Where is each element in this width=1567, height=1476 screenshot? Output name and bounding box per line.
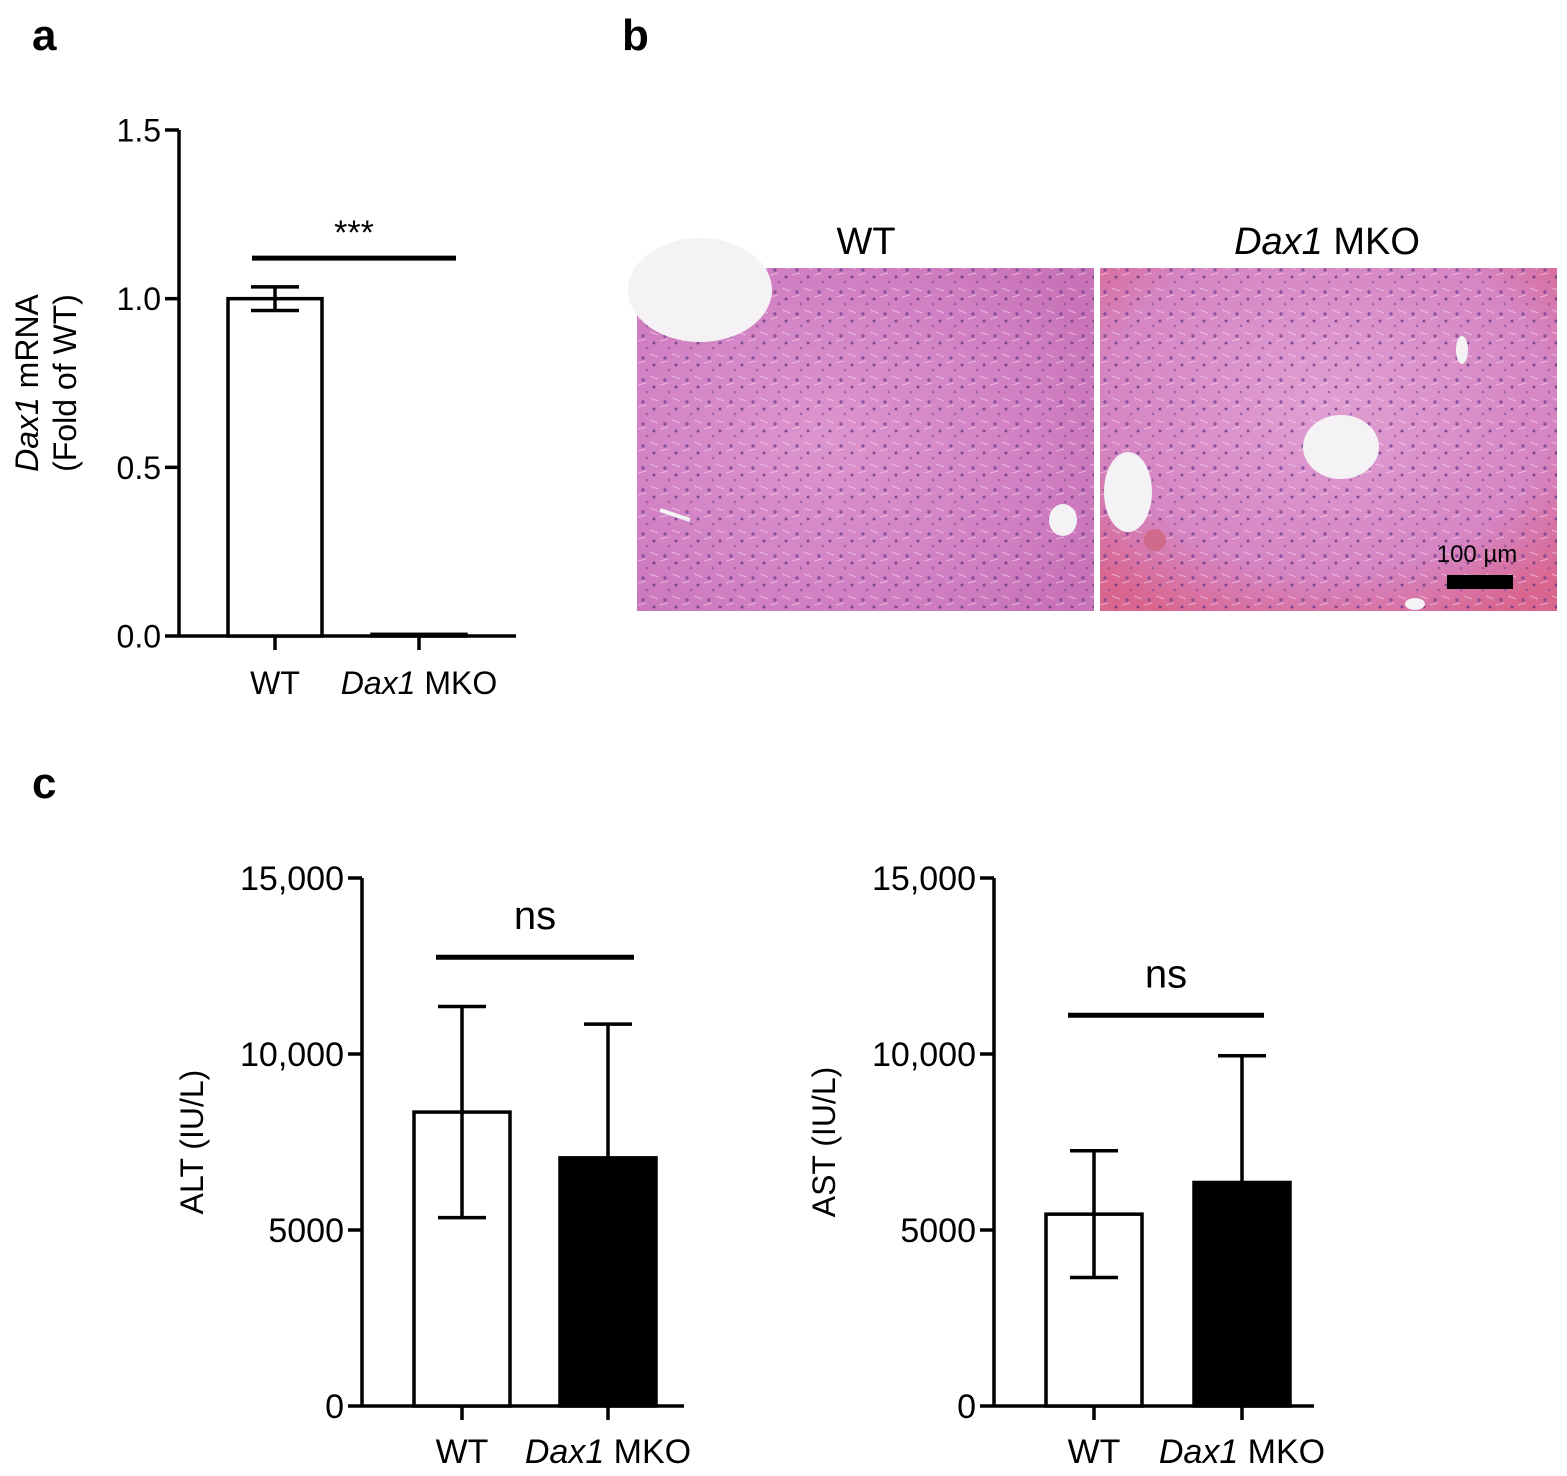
y-tick-label: 15,000: [240, 860, 344, 898]
significance-label: ns: [1145, 952, 1187, 996]
x-tick-label: Dax1 MKO: [525, 1433, 691, 1471]
y-tick-label: 1.5: [117, 113, 161, 149]
significance-label: ***: [334, 214, 374, 252]
y-tick-label: 10,000: [240, 1036, 344, 1074]
y-tick-label: 0: [325, 1388, 344, 1426]
y-tick-label: 1.0: [117, 281, 161, 317]
chart-c-alt: 0 5000 10,000 15,000 WT Dax1 MKO ns ALT (IU/L): [174, 860, 691, 1471]
histology-mko-label: Dax1 MKO: [1234, 221, 1420, 263]
scale-bar: [1447, 575, 1513, 589]
y-tick-label: 0: [957, 1388, 976, 1426]
y-tick-label: 5000: [900, 1212, 976, 1250]
x-tick-label: WT: [1068, 1433, 1121, 1471]
x-tick-label: Dax1 MKO: [341, 665, 497, 701]
histology-wt-image: [628, 238, 1094, 611]
y-axis-label: Dax1 mRNA(Fold of WT): [9, 293, 83, 471]
panel-b-letter: b: [622, 11, 649, 60]
chart-c-ast: 0 5000 10,000 15,000 WT Dax1 MKO ns AST (IU/L): [806, 860, 1325, 1471]
y-tick-label: 0.5: [117, 450, 161, 486]
chart-a-mrna: 0.0 0.5 1.0 1.5 WT Dax1 MKO *** Dax1 mRNA(Fold …: [9, 113, 516, 701]
bar: [226, 296, 324, 638]
panel-c-letter: c: [32, 759, 56, 808]
y-tick-label: 0.0: [117, 619, 161, 655]
x-tick-label: WT: [436, 1433, 489, 1471]
panel-a-letter: a: [32, 11, 57, 60]
histology-wt-label: WT: [836, 221, 895, 263]
x-tick-label: Dax1 MKO: [1159, 1433, 1325, 1471]
y-tick-label: 15,000: [872, 860, 976, 898]
y-axis-label: ALT (IU/L): [174, 1070, 210, 1215]
y-axis-label: AST (IU/L): [806, 1067, 842, 1218]
histology-mko-image: [1100, 268, 1557, 611]
scale-bar-label: 100 µm: [1437, 541, 1518, 568]
bar: [370, 632, 468, 638]
significance-label: ns: [514, 894, 556, 938]
y-tick-label: 10,000: [872, 1036, 976, 1074]
panel-b-histology: WT Dax1 MKO 100 µm: [628, 221, 1557, 611]
y-tick-label: 5000: [268, 1212, 344, 1250]
x-tick-label: WT: [250, 665, 300, 701]
